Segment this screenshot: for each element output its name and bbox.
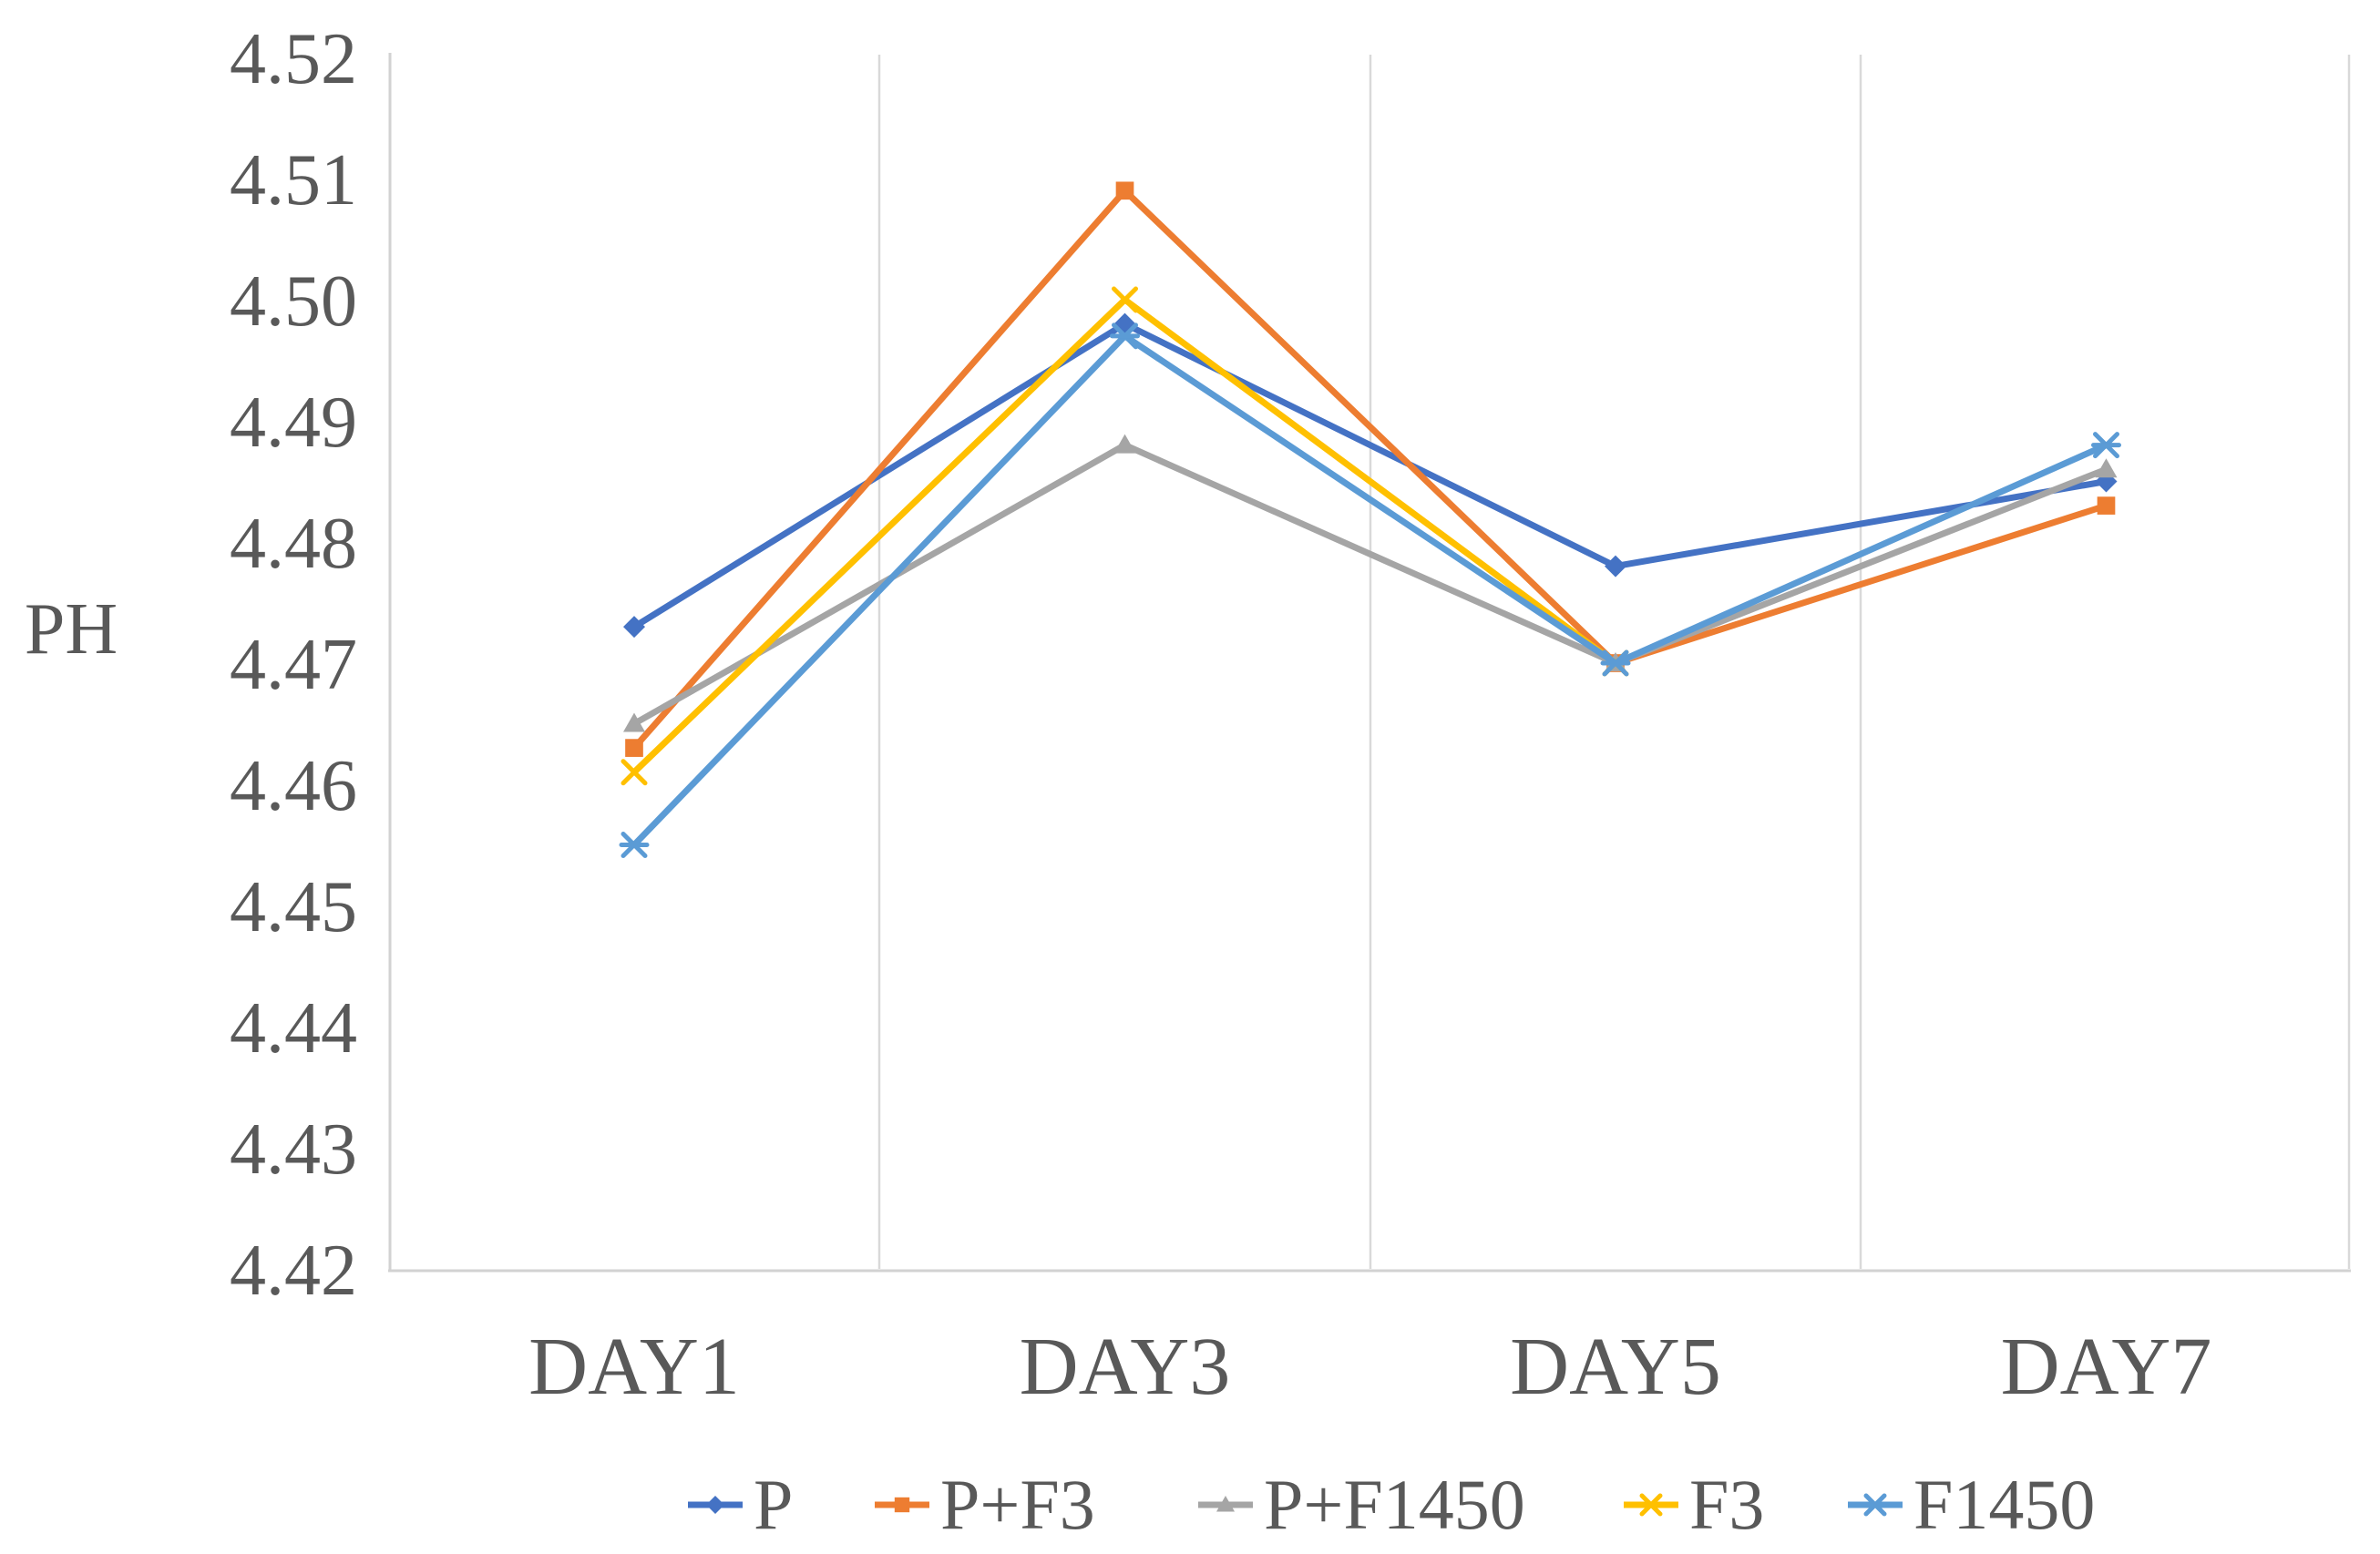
- legend-label-P: P: [754, 1465, 793, 1544]
- legend-item-F3: F3: [1624, 1465, 1764, 1544]
- y-tick-label: 4.45: [230, 867, 357, 947]
- legend-asterisk-icon: [1862, 1493, 1889, 1517]
- legend-label-P+F1450: P+F1450: [1264, 1465, 1525, 1544]
- y-tick-label: 4.50: [230, 261, 357, 342]
- legend-x-icon-glyph: [1639, 1493, 1663, 1517]
- legend-label-P+F3: P+F3: [940, 1465, 1095, 1544]
- y-tick-label: 4.51: [230, 140, 357, 220]
- marker-P+F3-DAY1: [625, 739, 643, 757]
- marker-P-DAY5: [1605, 555, 1626, 578]
- legend-triangle-icon-glyph: [1216, 1496, 1235, 1512]
- series-layer: [619, 181, 2121, 858]
- marker-P+F1450-DAY3-glyph: [1113, 434, 1136, 454]
- legend-square-icon-glyph: [894, 1497, 910, 1513]
- marker-F1450-DAY7: [2091, 432, 2121, 459]
- legend-diamond-icon: [706, 1496, 724, 1514]
- y-tick-label: 4.43: [230, 1109, 357, 1190]
- y-tick-label: 4.44: [230, 988, 357, 1068]
- y-tick-labels: 4.52 4.51 4.50 4.49 4.48 4.47 4.46 4.45 …: [230, 19, 357, 1311]
- legend-x-icon: [1639, 1493, 1663, 1517]
- marker-P+F3-DAY3: [1115, 181, 1134, 200]
- marker-P+F3-DAY7: [2097, 496, 2116, 515]
- marker-F3-DAY1: [621, 759, 648, 786]
- marker-F3-DAY1-glyph: [621, 759, 648, 786]
- legend-label-F3: F3: [1689, 1465, 1764, 1544]
- y-tick-label: 4.52: [230, 19, 357, 99]
- y-axis-title: PH: [25, 589, 118, 670]
- legend-item-F1450: F1450: [1848, 1465, 2095, 1544]
- x-label-day7: DAY7: [2001, 1322, 2212, 1412]
- y-tick-label: 4.47: [230, 625, 357, 705]
- marker-F3-DAY3-glyph: [1112, 286, 1138, 313]
- x-category-labels: DAY1 DAY3 DAY5 DAY7: [528, 1322, 2211, 1412]
- series-line-P+F1450: [631, 442, 2109, 727]
- marker-P+F1450-DAY1: [623, 712, 645, 732]
- series-line-P+F3: [631, 187, 2109, 751]
- marker-P+F3-DAY1-glyph: [625, 739, 643, 757]
- y-tick-label: 4.49: [230, 383, 357, 463]
- legend-item-P: P: [688, 1465, 793, 1544]
- marker-F1450-DAY1: [619, 832, 650, 858]
- marker-P+F3-DAY7-glyph: [2097, 496, 2116, 515]
- marker-P-DAY1: [623, 616, 645, 639]
- legend-item-P+F3: P+F3: [875, 1465, 1095, 1544]
- x-label-day1: DAY1: [528, 1322, 740, 1412]
- gridlines: [877, 55, 2351, 1269]
- legend-label-F1450: F1450: [1913, 1465, 2095, 1544]
- legend-triangle-icon: [1216, 1496, 1235, 1512]
- marker-P-DAY5-glyph: [1605, 555, 1626, 578]
- marker-F1450-DAY5: [1600, 649, 1631, 677]
- legend-diamond-icon-glyph: [706, 1496, 724, 1514]
- marker-P+F1450-DAY1-glyph: [623, 712, 645, 732]
- x-label-day3: DAY3: [1020, 1322, 1231, 1412]
- legend-square-icon: [894, 1497, 910, 1513]
- y-tick-label: 4.48: [230, 504, 357, 584]
- legend: P P+F3 P+F1450 F3 F1450: [688, 1465, 2095, 1544]
- y-tick-label: 4.42: [230, 1231, 357, 1311]
- legend-item-P+F1450: P+F1450: [1198, 1465, 1525, 1544]
- marker-F1450-DAY3: [1110, 322, 1140, 350]
- marker-P+F1450-DAY3: [1113, 434, 1136, 454]
- x-label-day5: DAY5: [1510, 1322, 1721, 1412]
- marker-P+F1450-DAY7-glyph: [2095, 458, 2118, 478]
- marker-P+F1450-DAY7: [2095, 458, 2118, 478]
- marker-F3-DAY3: [1112, 286, 1138, 313]
- marker-P-DAY1-glyph: [623, 616, 645, 639]
- series-line-P: [631, 321, 2109, 630]
- y-tick-label: 4.46: [230, 746, 357, 826]
- marker-P+F3-DAY3-glyph: [1115, 181, 1134, 200]
- series-line-F1450: [631, 332, 2109, 848]
